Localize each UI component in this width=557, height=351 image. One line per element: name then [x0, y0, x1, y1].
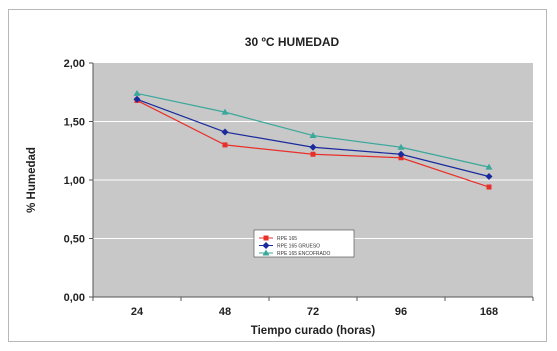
x-tick-label: 24 [131, 306, 144, 318]
data-point [133, 95, 141, 103]
legend-label: RPE 165 GRUESO [277, 244, 320, 250]
legend-swatch-marker [263, 235, 269, 241]
legend-swatch-marker [262, 242, 270, 249]
y-tick-label: 0,50 [64, 234, 85, 246]
data-point [397, 150, 405, 158]
legend-swatch-marker [262, 249, 270, 256]
data-point [222, 142, 228, 148]
chart-frame: 30 ºC HUMEDAD 0,00 0,50 1,00 1,50 2,00 24 48 72… [8, 9, 547, 342]
x-axis-label: Tiempo curado (horas) [251, 325, 376, 337]
legend-label: RPE 165 ENCOFRADO [277, 251, 330, 257]
data-point [221, 108, 229, 115]
y-axis-label: % Humedad [26, 147, 38, 213]
x-tick-label: 168 [480, 306, 498, 318]
series-group [133, 89, 493, 190]
series-2 [133, 95, 493, 180]
x-tick-label: 48 [219, 306, 231, 318]
y-tick-label: 1,00 [64, 175, 85, 187]
data-point [485, 163, 493, 170]
series-3 [133, 89, 493, 170]
data-point [398, 155, 404, 161]
y-tick-label: 0,00 [64, 292, 85, 304]
legend-label: RPE 165 [277, 236, 297, 242]
y-tick-label: 1,50 [64, 117, 85, 129]
data-point [486, 184, 492, 190]
data-point [309, 143, 317, 151]
axes: 0,00 0,50 1,00 1,50 2,00 24 48 72 96 168 [64, 58, 534, 318]
data-point [310, 151, 316, 157]
data-point [221, 128, 229, 136]
y-tick-label: 2,00 [64, 58, 85, 70]
chart-title: 30 ºC HUMEDAD [245, 35, 340, 49]
data-point [309, 132, 317, 139]
x-tick-label: 72 [307, 306, 319, 318]
line-chart: 30 ºC HUMEDAD 0,00 0,50 1,00 1,50 2,00 24 48 72… [26, 35, 534, 337]
data-point [397, 143, 405, 150]
data-point [485, 172, 493, 180]
x-tick-label: 96 [395, 306, 407, 318]
data-point [133, 89, 141, 96]
